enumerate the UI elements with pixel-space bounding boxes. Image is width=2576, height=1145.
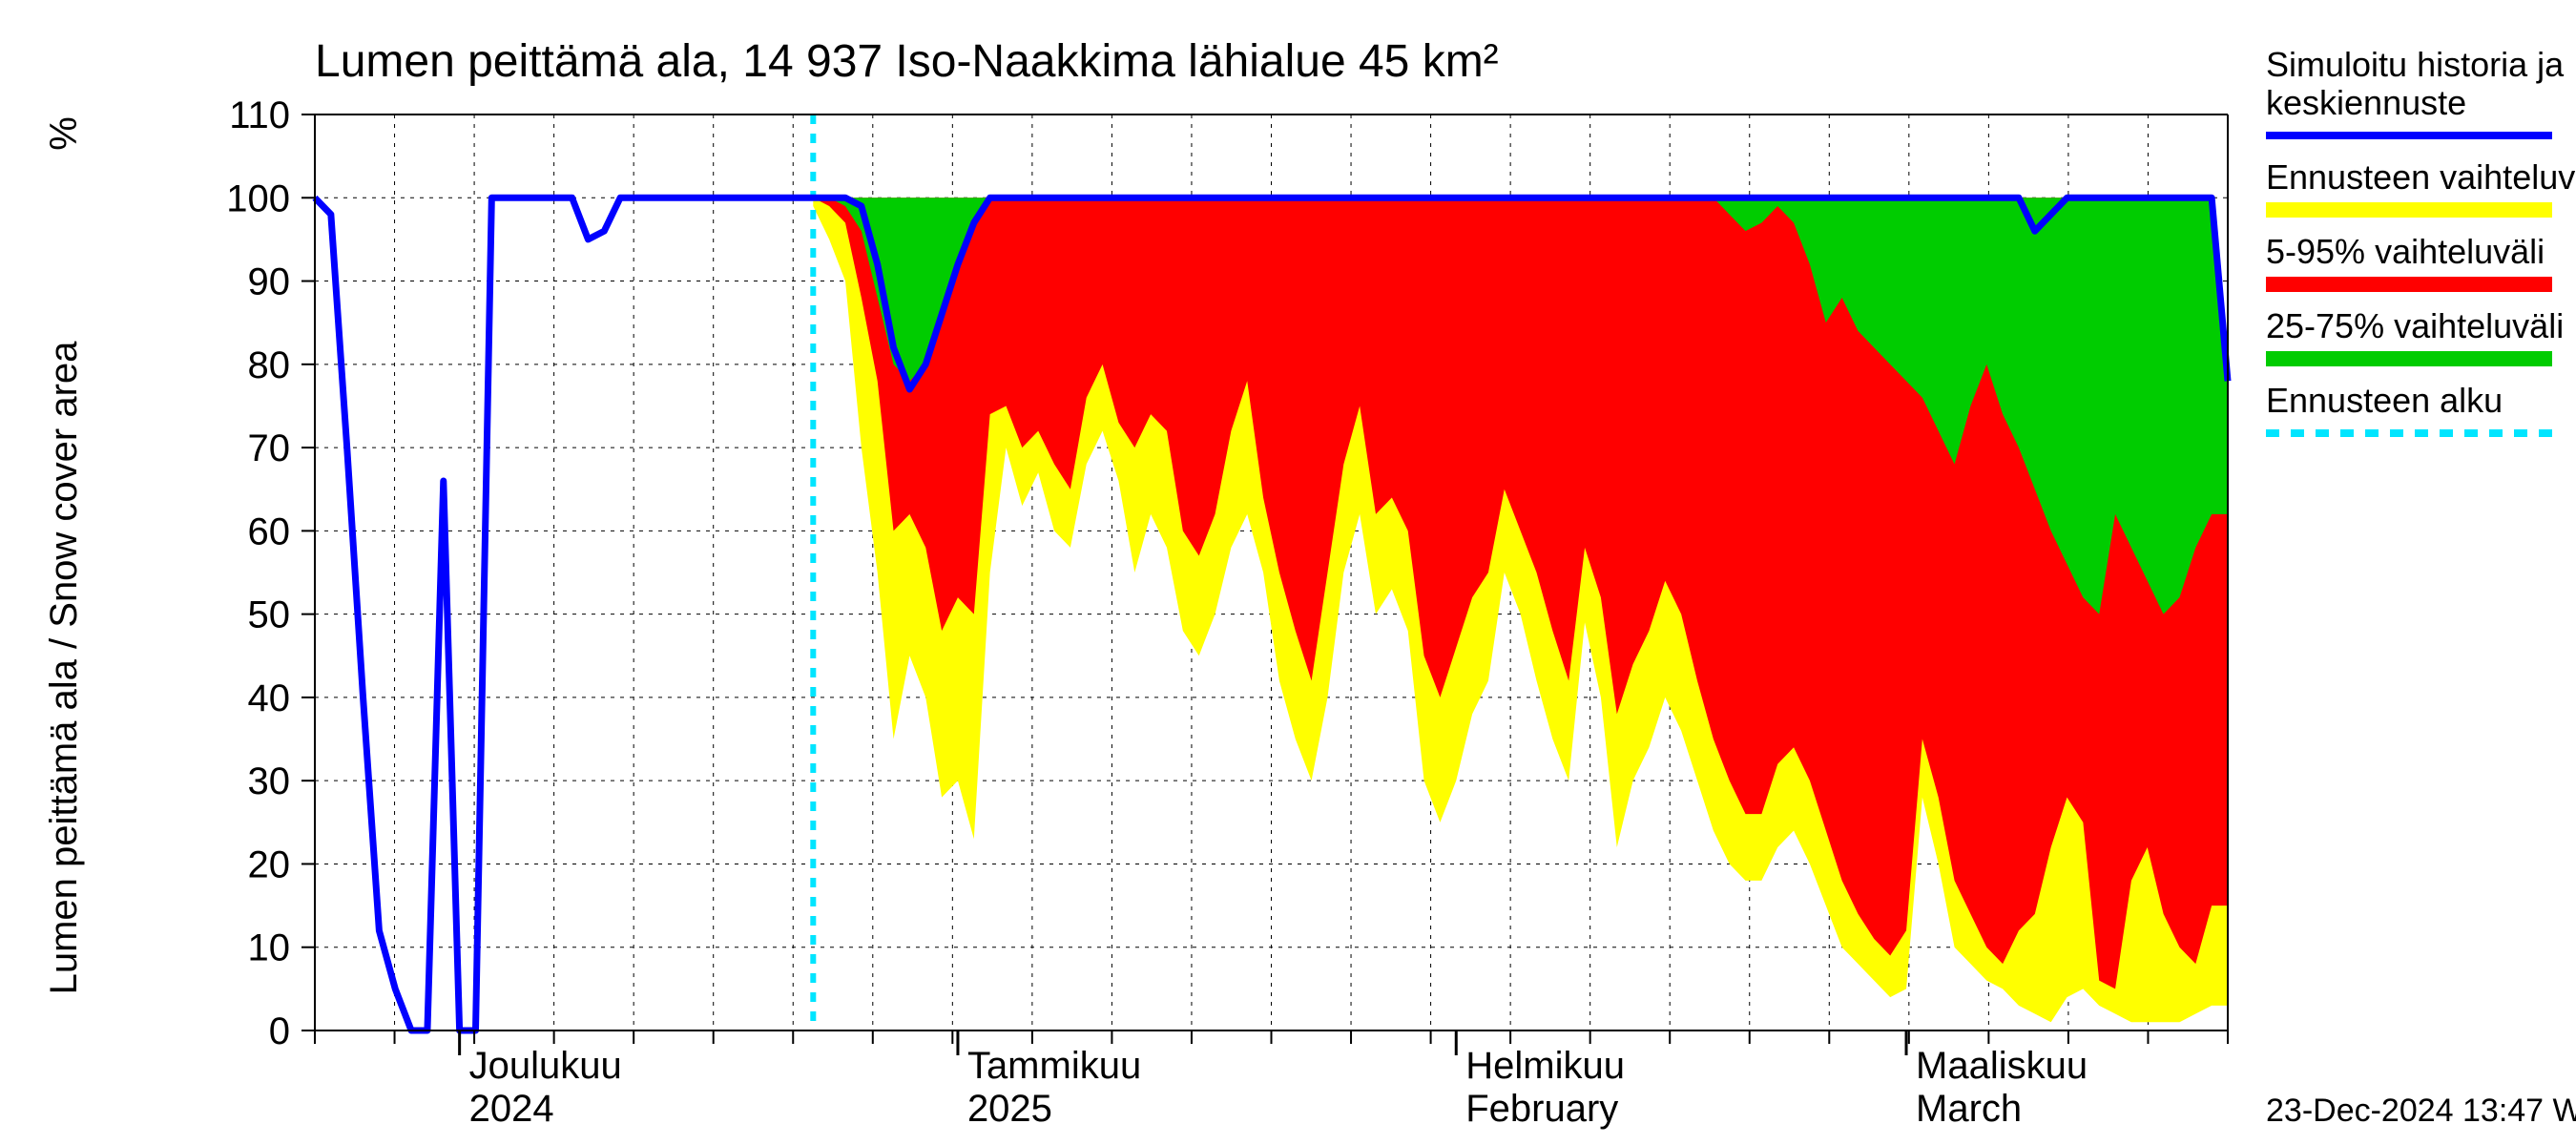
x-tick-label-2: February [1465, 1088, 1618, 1130]
legend-label: keskiennuste [2266, 83, 2466, 122]
y-tick-label: 60 [248, 510, 291, 552]
x-tick-label-2: March [1916, 1088, 2022, 1130]
x-tick-label-1: Tammikuu [967, 1045, 1141, 1087]
y-tick-label: 90 [248, 261, 291, 303]
y-tick-label: 100 [226, 177, 290, 219]
legend-label: 5-95% vaihteluväli [2266, 232, 2545, 271]
legend-label: 25-75% vaihteluväli [2266, 306, 2564, 345]
x-tick-label-1: Joulukuu [469, 1045, 622, 1087]
legend-label: Simuloitu historia ja [2266, 45, 2565, 84]
x-tick-label-2: 2024 [469, 1088, 554, 1130]
x-tick-label-2: 2025 [967, 1088, 1052, 1130]
y-axis-label: Lumen peittämä ala / Snow cover area [43, 341, 85, 995]
y-tick-label: 0 [269, 1010, 290, 1052]
legend-label: Ennusteen alku [2266, 381, 2503, 420]
y-tick-label: 70 [248, 427, 291, 469]
y-tick-label: 20 [248, 843, 291, 885]
y-tick-label: 40 [248, 677, 291, 719]
legend-label: Ennusteen vaihteluväli [2266, 157, 2576, 197]
legend-swatch-area [2266, 277, 2552, 292]
y-tick-label: 50 [248, 594, 291, 636]
y-tick-label: 30 [248, 760, 291, 802]
footer-text: 23-Dec-2024 13:47 WSFS-O [2266, 1093, 2576, 1129]
legend-swatch-area [2266, 351, 2552, 366]
y-axis-unit: % [43, 116, 85, 151]
chart-container: 0 10 20 30 40 50 60 70 80 90 100 110 Joulukuu2024 Tam… [0, 0, 2576, 1145]
x-tick-label-1: Helmikuu [1465, 1045, 1625, 1087]
y-tick-label: 80 [248, 344, 291, 386]
legend-swatch-area [2266, 202, 2552, 218]
x-tick-label-1: Maaliskuu [1916, 1045, 2088, 1087]
y-tick-label: 10 [248, 927, 291, 969]
y-tick-label: 110 [229, 94, 290, 136]
chart-svg: 0 10 20 30 40 50 60 70 80 90 100 110 Joulukuu2024 Tam… [0, 0, 2576, 1145]
chart-title: Lumen peittämä ala, 14 937 Iso-Naakkima … [315, 36, 1499, 87]
